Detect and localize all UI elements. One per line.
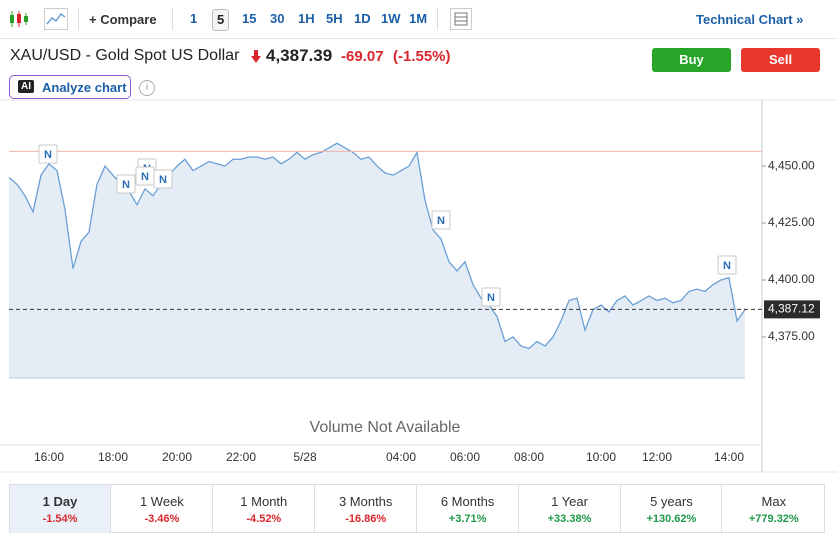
interval-button[interactable]: 1D [354, 11, 371, 26]
x-tick-label: 08:00 [514, 450, 544, 464]
news-marker[interactable]: N [38, 144, 58, 164]
instrument-name: XAU/USD - Gold Spot US Dollar [10, 47, 240, 64]
news-marker-label: N [44, 149, 52, 161]
period-change: -3.46% [144, 513, 180, 525]
x-tick-label: 20:00 [162, 450, 192, 464]
volume-note: Volume Not Available [310, 419, 461, 436]
chart: 4,375.004,400.004,425.004,450.00Investin… [0, 99, 837, 473]
last-price-box [764, 300, 820, 319]
period-change: +3.71% [448, 513, 487, 525]
news-marker-label: N [122, 179, 130, 191]
news-marker-label: N [487, 292, 495, 304]
x-tick-label: 12:00 [642, 450, 672, 464]
y-tick-label: 4,425.00 [768, 215, 815, 229]
interval-button[interactable]: 1W [381, 11, 401, 26]
news-marker[interactable]: N [431, 210, 451, 230]
period-tab[interactable]: 5 years +130.62% [621, 485, 723, 533]
period-label: 3 Months [338, 494, 393, 509]
interval-button[interactable]: 15 [242, 11, 257, 26]
period-change: +130.62% [646, 513, 697, 525]
news-marker-label: N [159, 174, 167, 186]
news-marker[interactable]: N [153, 169, 173, 189]
compare-button[interactable]: + Compare [89, 12, 157, 27]
area [9, 143, 745, 378]
y-tick-label: 4,400.00 [768, 272, 815, 286]
down-arrow [251, 50, 261, 63]
x-tick-label: 06:00 [450, 450, 480, 464]
news-marker[interactable]: N [717, 255, 737, 275]
period-tab[interactable]: 1 Month -4.52% [214, 485, 315, 533]
interval-button[interactable]: 30 [270, 11, 285, 26]
news-marker[interactable]: N [135, 166, 155, 186]
news-marker-label: N [723, 260, 731, 272]
news-marker-box [153, 169, 173, 189]
period-tab[interactable]: 6 Months +3.71% [418, 485, 519, 533]
period-tab[interactable]: 1 Year +33.38% [520, 485, 621, 533]
period-change: -1.54% [42, 513, 78, 525]
news-marker[interactable]: N [481, 287, 501, 307]
period-tab[interactable]: 1 Week -3.46% [112, 485, 213, 533]
period-change: +779.32% [748, 513, 799, 525]
separator [172, 8, 173, 30]
analyze-label: Analyze chart [42, 80, 127, 95]
period-tab[interactable]: 3 Months -16.86% [316, 485, 417, 533]
x-tick-label: 16:00 [34, 450, 64, 464]
ai-badge: AI [18, 80, 34, 93]
x-tick-label: 14:00 [714, 450, 744, 464]
period-label: 1 Day [42, 494, 78, 509]
change-percent: (-1.55%) [393, 48, 451, 65]
indicator-icon[interactable] [450, 8, 472, 30]
news-marker-box [38, 144, 58, 164]
buy-button[interactable]: Buy [652, 48, 731, 72]
period-label: 1 Year [551, 494, 588, 509]
change: -69.07 [341, 48, 384, 65]
sell-button[interactable]: Sell [741, 48, 820, 72]
period-label: 5 years [650, 494, 693, 509]
news-marker[interactable]: N [116, 174, 136, 194]
separator [437, 8, 438, 30]
separator [78, 8, 79, 30]
y-tick-label: 4,375.00 [768, 329, 815, 343]
interval-button[interactable]: 1H [298, 11, 315, 26]
line [8, 142, 746, 350]
last-price-label: 4,387.12 [768, 302, 815, 316]
period-label: 6 Months [440, 494, 495, 509]
period-change: -16.86% [345, 513, 387, 525]
news-marker-box [481, 287, 501, 307]
interval-button[interactable]: 5H [326, 11, 343, 26]
news-marker-box [431, 210, 451, 230]
period-label: 1 Month [240, 494, 288, 509]
interval-button[interactable]: 1 [190, 11, 198, 26]
period-bar [9, 484, 825, 533]
period-change: +33.38% [547, 513, 592, 525]
interval-button[interactable]: 5 [212, 9, 230, 31]
area-icon[interactable] [44, 8, 68, 30]
news-marker-label: N [437, 215, 445, 227]
price: 4,387.39 [266, 46, 333, 65]
x-tick-label: 18:00 [98, 450, 128, 464]
period-label: Max [761, 494, 787, 509]
y-tick-label: 4,450.00 [768, 158, 815, 172]
x-tick-label: 22:00 [226, 450, 256, 464]
candle-icon[interactable] [8, 9, 30, 29]
info-icon[interactable]: i [139, 80, 155, 96]
news-marker-box [116, 174, 136, 194]
toolbar [0, 0, 837, 39]
x-tick-label: 10:00 [586, 450, 616, 464]
period-tab[interactable]: 1 Day -1.54% [10, 485, 111, 533]
analyze-button[interactable]: AI Analyze chart [9, 75, 131, 99]
technical-chart-link[interactable]: Technical Chart » [696, 12, 804, 27]
interval-button[interactable]: 1M [409, 11, 428, 26]
x-tick-label: 5/28 [293, 450, 317, 464]
news-marker-box [717, 255, 737, 275]
period-change: -4.52% [246, 513, 282, 525]
news-marker-label: N [141, 171, 149, 183]
period-tab[interactable]: Max +779.32% [723, 485, 824, 533]
x-tick-label: 04:00 [386, 450, 416, 464]
period-label: 1 Week [139, 494, 184, 509]
